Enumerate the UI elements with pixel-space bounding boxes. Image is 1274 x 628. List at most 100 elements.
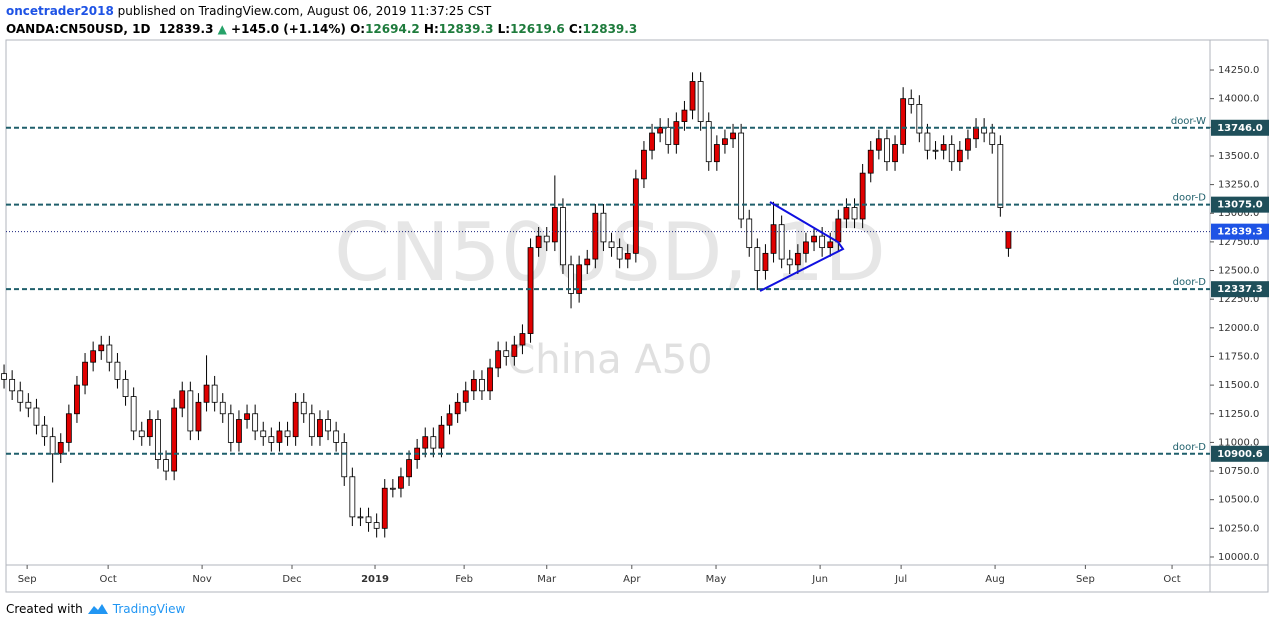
x-tick-label: Dec [282,574,301,585]
candle-body [551,207,558,243]
close-value: 12839.3 [582,22,638,36]
candle-body [584,258,591,266]
y-tick-label: 10000.0 [1218,552,1259,563]
candle-body [155,419,161,460]
candle-body [900,98,907,145]
candle-body [373,522,380,529]
candle-body [187,390,194,432]
publish-line: oncetrader2018 published on TradingView.… [6,4,491,18]
candle-body [398,476,404,489]
candle-body [859,172,866,220]
candle-body [341,442,348,478]
candle-body [470,378,477,392]
candle-body [317,419,323,438]
candle-body [138,430,145,438]
candle-body [203,384,210,403]
level-name: door-D [1173,193,1207,204]
candle-body [884,138,890,163]
candle-body [122,378,129,397]
brand[interactable]: TradingView [112,602,186,616]
candle-body [965,138,971,151]
candle-body [989,132,996,145]
candle-body [74,384,80,415]
y-tick-label: 12000.0 [1218,323,1259,334]
y-tick-label: 11250.0 [1218,409,1259,420]
y-tick-label: 12750.0 [1218,237,1259,248]
x-tick-label: Oct [1163,574,1180,585]
candle-body [770,224,777,254]
open-value: 12694.2 [365,22,420,36]
candle-body [422,436,429,449]
candle-body [527,247,534,334]
candle-body [762,252,769,271]
candle-body [746,218,753,249]
candle-body [681,109,688,122]
candle-body [875,138,882,151]
candle-body [924,132,931,151]
candle-body [479,378,485,392]
last: 12839.3 [158,22,214,36]
candle-body [171,407,178,472]
candle-body [932,149,939,152]
candle-body [195,401,202,432]
y-tick-label: 11000.0 [1218,437,1259,448]
candle-body [438,424,445,449]
candle-body [827,241,834,249]
candle-body [956,149,963,163]
candle-body [17,390,24,403]
candle-body [227,413,234,443]
candle-body [641,149,647,180]
candle-body [576,264,583,294]
low-value: 12619.6 [510,22,565,36]
candle-body [568,264,574,294]
y-tick-label: 14250.0 [1218,65,1259,76]
candle-body [786,258,793,266]
x-tick-label: Jun [811,574,828,585]
candle-body [244,413,250,420]
y-tick-label: 10250.0 [1218,523,1259,534]
tv-logo[interactable] [87,602,109,616]
candle-body [867,149,874,174]
author[interactable]: oncetrader2018 [6,4,114,18]
candle-body [130,396,137,432]
watermark: CN50USD, 1D [334,206,886,299]
y-tick-label: 11500.0 [1218,380,1259,391]
candle-body [778,224,785,260]
candle-body [114,361,121,380]
x-tick-label: Oct [99,574,116,585]
candle-body [90,350,97,363]
candle-body [948,144,955,163]
candle-body [276,430,283,443]
candle-body [997,144,1004,208]
candle-body [835,218,842,243]
candle-body [1005,231,1012,249]
candle-body [916,103,923,134]
x-tick-label: Mar [537,574,557,585]
candle-body [462,390,469,403]
candle-body [560,207,566,266]
candle-body [211,384,218,403]
candle-body [82,361,88,386]
candle-body [179,390,186,409]
level-tag [1211,196,1269,213]
candle-body [673,121,680,145]
candle-body [454,401,461,415]
candle-body [503,350,510,357]
y-tick-label: 14000.0 [1218,94,1259,105]
symbol: OANDA:CN50USD, 1D [6,22,151,36]
y-tick-label: 10500.0 [1218,495,1259,506]
candle-body [300,401,307,415]
candle-body [665,126,672,145]
watermark-subtitle: China A50 [507,337,712,383]
candle-body [252,413,259,432]
candle-body [543,235,550,243]
candle-body [892,144,898,163]
candle-body [697,81,704,122]
y-tick-label: 10750.0 [1218,466,1259,477]
candle-body [381,487,388,529]
candle-body [430,436,437,449]
candle-body [730,132,736,140]
y-tick-label: 11750.0 [1218,351,1259,362]
level-value: 12337.3 [1217,284,1263,295]
